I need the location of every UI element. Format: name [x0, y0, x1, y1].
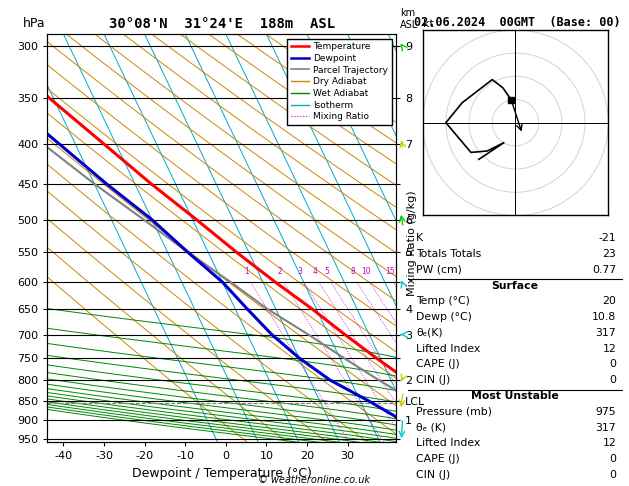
Text: 975: 975	[596, 407, 616, 417]
Text: Most Unstable: Most Unstable	[471, 391, 559, 401]
Text: Temp (°C): Temp (°C)	[416, 296, 470, 307]
Text: Totals Totals: Totals Totals	[416, 249, 481, 259]
Text: km
ASL: km ASL	[400, 8, 418, 30]
Text: 2: 2	[277, 267, 282, 276]
Text: Pressure (mb): Pressure (mb)	[416, 407, 493, 417]
Text: 317: 317	[596, 328, 616, 338]
Text: CAPE (J): CAPE (J)	[416, 360, 460, 369]
Text: θₑ (K): θₑ (K)	[416, 422, 447, 433]
Title: 30°08'N  31°24'E  188m  ASL: 30°08'N 31°24'E 188m ASL	[109, 17, 335, 32]
Text: 12: 12	[603, 438, 616, 449]
Text: Mixing Ratio (g/kg): Mixing Ratio (g/kg)	[407, 190, 417, 296]
Text: 0: 0	[610, 470, 616, 480]
Text: 3: 3	[298, 267, 303, 276]
Text: CIN (J): CIN (J)	[416, 375, 450, 385]
Text: PW (cm): PW (cm)	[416, 265, 462, 275]
Text: θₑ(K): θₑ(K)	[416, 328, 443, 338]
Text: 23: 23	[603, 249, 616, 259]
Text: Lifted Index: Lifted Index	[416, 438, 481, 449]
Text: 10: 10	[361, 267, 370, 276]
Text: 0: 0	[610, 375, 616, 385]
Text: 15: 15	[385, 267, 394, 276]
Text: 0: 0	[610, 360, 616, 369]
Text: CAPE (J): CAPE (J)	[416, 454, 460, 464]
Text: 10.8: 10.8	[592, 312, 616, 322]
Text: 0: 0	[610, 454, 616, 464]
Text: 4: 4	[313, 267, 318, 276]
Text: CIN (J): CIN (J)	[416, 470, 450, 480]
Text: 5: 5	[325, 267, 330, 276]
X-axis label: Dewpoint / Temperature (°C): Dewpoint / Temperature (°C)	[132, 467, 311, 480]
Text: kt: kt	[423, 19, 433, 29]
Legend: Temperature, Dewpoint, Parcel Trajectory, Dry Adiabat, Wet Adiabat, Isotherm, Mi: Temperature, Dewpoint, Parcel Trajectory…	[287, 38, 392, 125]
Text: 20: 20	[603, 296, 616, 307]
Text: 0.77: 0.77	[592, 265, 616, 275]
Text: -21: -21	[599, 233, 616, 243]
Text: 8: 8	[350, 267, 355, 276]
Text: K: K	[416, 233, 423, 243]
Text: 1: 1	[245, 267, 250, 276]
Text: hPa: hPa	[23, 17, 45, 30]
Text: 317: 317	[596, 422, 616, 433]
Text: Surface: Surface	[492, 280, 538, 291]
Text: 02.06.2024  00GMT  (Base: 00): 02.06.2024 00GMT (Base: 00)	[414, 16, 620, 29]
Text: © weatheronline.co.uk: © weatheronline.co.uk	[259, 475, 370, 485]
Text: Dewp (°C): Dewp (°C)	[416, 312, 472, 322]
Text: 12: 12	[603, 344, 616, 354]
Text: Lifted Index: Lifted Index	[416, 344, 481, 354]
